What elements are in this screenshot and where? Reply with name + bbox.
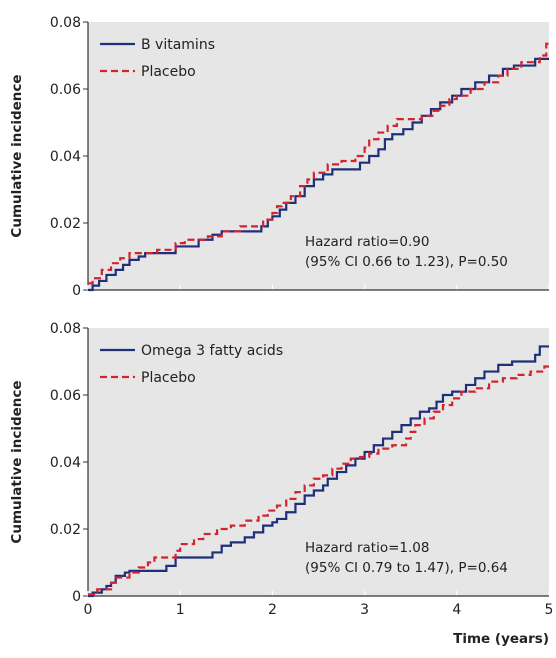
series-line-1 <box>88 345 549 598</box>
legend-label: Omega 3 fatty acids <box>141 343 283 359</box>
annotation-line: (95% CI 0.79 to 1.47), P=0.64 <box>305 560 508 576</box>
x-tick-label: 5 <box>545 602 554 618</box>
x-tick-label: 1 <box>176 602 185 618</box>
series-line-2 <box>88 365 549 596</box>
y-axis-title: Cumulative incidence <box>9 380 25 543</box>
y-tick-label: 0.04 <box>50 149 81 165</box>
x-tick-label: 2 <box>268 602 277 618</box>
chart-panel-2: 0 0.02 0.04 0.06 0.08 0 1 2 3 4 5 Cumulative incide… <box>9 321 553 647</box>
plot-area <box>88 22 549 290</box>
legend: B vitamins Placebo <box>100 37 215 80</box>
y-tick-label: 0.04 <box>50 455 81 471</box>
y-tick-label: 0.08 <box>50 321 81 337</box>
y-tick-label: 0 <box>72 283 81 299</box>
y-axis-title: Cumulative incidence <box>9 74 25 237</box>
series-line-2 <box>88 42 549 285</box>
hazard-ratio-annotation: Hazard ratio=0.90 (95% CI 0.66 to 1.23), … <box>305 234 508 270</box>
annotation-line: Hazard ratio=1.08 <box>305 540 429 556</box>
hazard-ratio-annotation: Hazard ratio=1.08 (95% CI 0.79 to 1.47), … <box>305 540 508 576</box>
x-tick-label: 4 <box>452 602 461 618</box>
y-tick-label: 0.02 <box>50 216 81 232</box>
annotation-line: (95% CI 0.66 to 1.23), P=0.50 <box>305 254 508 270</box>
series-line-1 <box>88 57 549 292</box>
x-axis-title: Time (years) <box>453 631 549 647</box>
plot-area <box>88 328 549 596</box>
x-tick-label: 0 <box>84 602 93 618</box>
legend: Omega 3 fatty acids Placebo <box>100 343 283 386</box>
chart-panel-1: 0 0.02 0.04 0.06 0.08 Cumulative incidence B v… <box>9 15 550 299</box>
legend-label: Placebo <box>141 64 196 80</box>
annotation-line: Hazard ratio=0.90 <box>305 234 429 250</box>
y-tick-label: 0.08 <box>50 15 81 31</box>
legend-label: B vitamins <box>141 37 215 53</box>
y-tick-label: 0.06 <box>50 82 81 98</box>
y-tick-label: 0.06 <box>50 388 81 404</box>
y-tick-label: 0 <box>72 589 81 605</box>
y-tick-label: 0.02 <box>50 522 81 538</box>
legend-label: Placebo <box>141 370 196 386</box>
x-tick-label: 3 <box>360 602 369 618</box>
